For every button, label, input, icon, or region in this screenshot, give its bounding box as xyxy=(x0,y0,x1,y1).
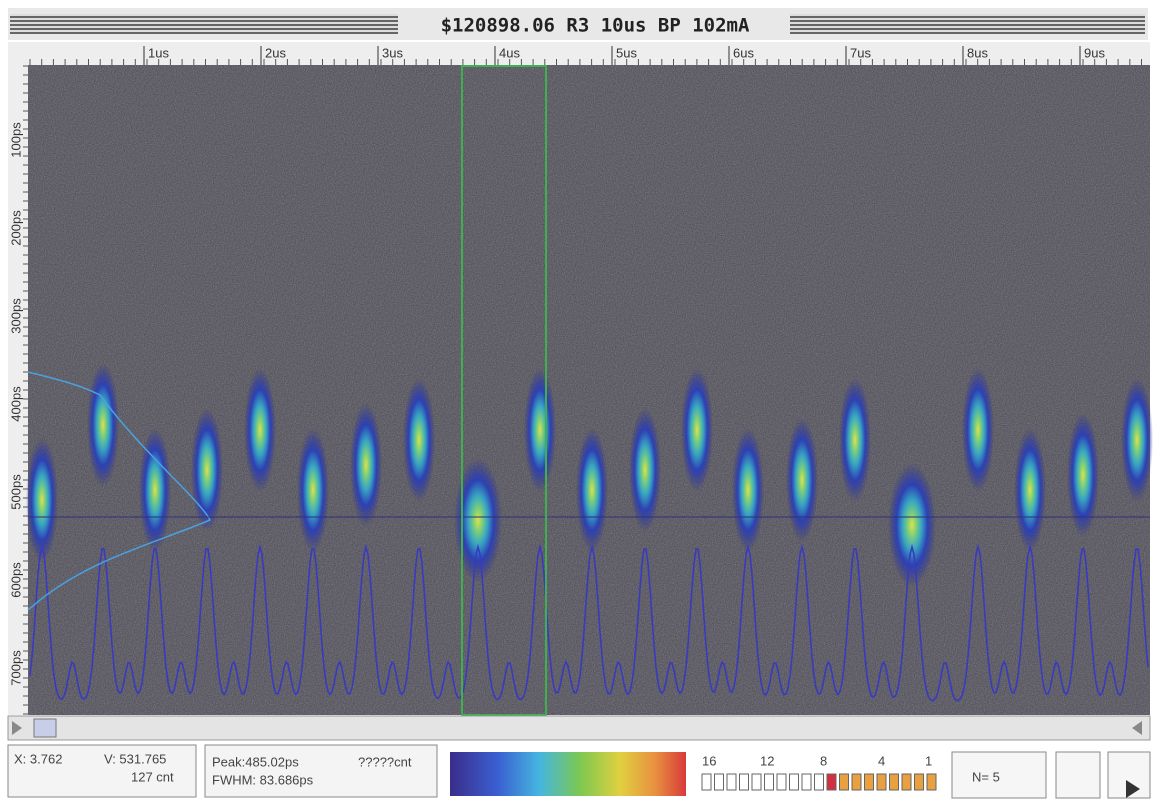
selection-box[interactable] xyxy=(461,65,547,716)
title-stripes xyxy=(790,14,1145,34)
streak-spot xyxy=(888,463,936,587)
time-label: 5us xyxy=(616,45,637,60)
cursor-x: X: 3.762 xyxy=(14,751,62,766)
time-label: 4us xyxy=(499,45,520,60)
fit-panel xyxy=(204,744,438,798)
streak-spot xyxy=(1121,378,1153,502)
streak-spot xyxy=(191,408,223,532)
scale-box xyxy=(714,773,724,791)
scrollbar[interactable] xyxy=(7,715,1151,741)
scale-label: 8 xyxy=(820,753,827,768)
streak-spot xyxy=(26,438,58,562)
fit-peak-count: ?????cnt xyxy=(358,754,412,769)
streak-spot xyxy=(297,428,329,552)
streak-spot xyxy=(576,428,608,552)
scale-box xyxy=(776,773,787,791)
streak-spot xyxy=(839,378,871,502)
streak-spot xyxy=(244,368,276,492)
streak-spot xyxy=(87,363,119,487)
scale-box xyxy=(801,773,812,791)
scroll-right[interactable] xyxy=(1132,721,1142,735)
fit-fwhm: FWHM: 83.686ps xyxy=(212,772,314,787)
streak-spot xyxy=(1067,413,1099,537)
scale-box xyxy=(901,773,912,791)
streak-spot xyxy=(403,378,435,502)
time-ruler xyxy=(8,42,1150,65)
streak-spot xyxy=(1014,428,1046,552)
streak-spot xyxy=(681,368,713,492)
cursor-count: 127 cnt xyxy=(131,769,174,784)
streak-spot xyxy=(732,428,764,552)
delay-label: 400ps xyxy=(8,386,23,422)
scale-label: 1 xyxy=(925,753,932,768)
time-label: 7us xyxy=(850,45,871,60)
fit-peak: Peak:485.02ps xyxy=(212,754,299,769)
frame-panel xyxy=(951,751,1047,799)
streak-spot xyxy=(139,428,171,552)
time-label: 3us xyxy=(382,45,403,60)
scale-label: 16 xyxy=(702,753,716,768)
scale-box xyxy=(726,773,737,791)
scroll-left[interactable] xyxy=(12,721,22,735)
cursor-v: V: 531.765 xyxy=(104,751,166,766)
scale-box xyxy=(751,773,762,791)
delay-label: 200ps xyxy=(8,210,23,246)
time-label: 6us xyxy=(733,45,754,60)
scale-box xyxy=(739,773,749,791)
time-label: 2us xyxy=(265,45,286,60)
cursor-panel xyxy=(7,744,197,798)
delay-label: 300ps xyxy=(8,298,23,334)
streak-spot xyxy=(786,418,818,542)
scale-box xyxy=(764,773,774,791)
title-stripes xyxy=(10,14,398,34)
streak-spot xyxy=(350,403,382,527)
scale-box xyxy=(701,773,712,791)
scale-box xyxy=(839,773,849,791)
color-bar[interactable] xyxy=(450,752,686,796)
scale-box xyxy=(876,773,887,791)
streak-spot xyxy=(629,408,661,532)
frame-count: N= 5 xyxy=(972,769,1000,784)
time-label: 9us xyxy=(1084,45,1105,60)
delay-label: 100ps xyxy=(8,122,23,158)
scale-box xyxy=(914,773,924,791)
scale-box xyxy=(826,773,837,791)
streak-spot xyxy=(962,368,994,492)
delay-label: 500ps xyxy=(8,474,23,510)
scale-box xyxy=(789,773,799,791)
window-title: $120898.06 R3 10us BP 102mA xyxy=(441,15,750,37)
image-noise xyxy=(28,65,1150,715)
scale-box xyxy=(814,773,824,791)
scale-label: 4 xyxy=(878,753,885,768)
scale-box xyxy=(851,773,862,791)
time-label: 1us xyxy=(148,45,169,60)
streak-spot xyxy=(524,368,556,492)
delay-label: 700ps xyxy=(8,650,23,686)
scale-label: 12 xyxy=(760,753,774,768)
time-profile xyxy=(29,543,1149,702)
time-label: 8us xyxy=(967,45,988,60)
scale-box xyxy=(864,773,874,791)
scroll-thumb[interactable] xyxy=(33,718,57,738)
streak-spot xyxy=(454,458,502,582)
scale-box xyxy=(889,773,899,791)
delay-profile xyxy=(27,371,212,611)
play-icon xyxy=(1126,780,1140,798)
scale-box xyxy=(926,773,937,791)
button[interactable] xyxy=(1055,751,1101,799)
delay-label: 600ps xyxy=(8,562,23,598)
